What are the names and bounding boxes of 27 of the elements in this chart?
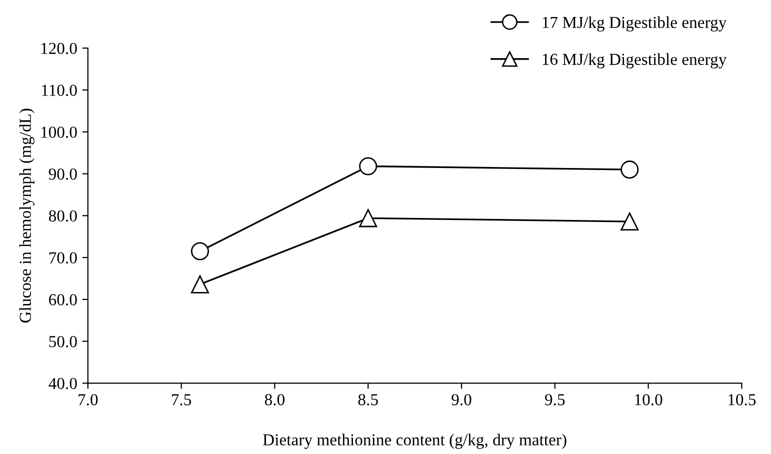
y-tick-label: 50.0: [49, 336, 77, 348]
x-tick-label: 7.0: [78, 394, 98, 406]
y-axis-title: Glucose in hemolymph (mg/dL): [19, 108, 34, 323]
y-tick-label: 80.0: [48, 210, 77, 222]
x-tick-label: 10.5: [728, 394, 756, 406]
x-tick-label: 8.5: [358, 394, 378, 406]
y-tick-label: 110.0: [42, 84, 77, 96]
y-tick-label: 90.0: [48, 168, 77, 180]
x-tick-label: 9.5: [545, 394, 565, 406]
point: [359, 157, 378, 176]
y-tick-label: 120.0: [41, 42, 77, 54]
x-tick-label: 8.0: [264, 394, 284, 406]
y-tick-label: 40.0: [48, 378, 77, 390]
y-tick-label: 70.0: [49, 252, 77, 264]
x-tick-label: 9.0: [452, 394, 472, 406]
legend-label: 16 MJ/kg Digestible energy: [542, 53, 727, 68]
x-tick-label: 10.0: [635, 394, 662, 406]
x-axis-title: Dietary methionine content (g/kg, dry matter): [263, 434, 566, 449]
point: [359, 209, 378, 228]
y-tick-label: 60.0: [49, 294, 77, 306]
legend-label: 17 MJ/kg Digestible energy: [542, 16, 727, 32]
x-tick-label: 7.5: [172, 394, 192, 406]
point: [190, 242, 210, 260]
point: [190, 275, 210, 294]
point: [620, 160, 639, 179]
point: [620, 212, 639, 231]
y-tick-label: 100.0: [41, 126, 77, 138]
